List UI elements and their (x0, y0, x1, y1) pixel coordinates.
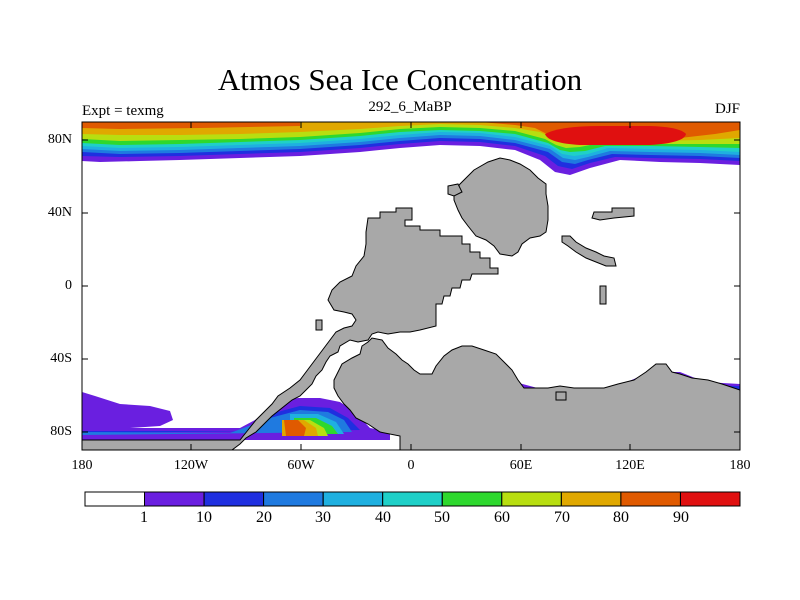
x-tick-label: 60W (287, 458, 315, 473)
colorbar-label: 1 (140, 509, 148, 526)
colorbar-label: 40 (375, 509, 391, 526)
x-tick-label: 120E (615, 458, 645, 473)
colorbar (84, 491, 741, 507)
season-label: DJF (714, 101, 740, 117)
y-tick-label: 40S (50, 351, 72, 366)
x-tick-label: 120W (173, 458, 209, 473)
y-tick-label: 80N (47, 132, 72, 147)
x-tick-label: 180 (71, 458, 93, 473)
y-tick-label: 40N (47, 205, 72, 220)
y-tick-label: 0 (65, 278, 72, 293)
colorbar-label: 50 (434, 509, 450, 526)
colorbar-label: 80 (613, 509, 629, 526)
x-tick-label: 60E (509, 458, 533, 473)
colorbar-label: 70 (554, 509, 570, 526)
colorbar-swatch (84, 491, 145, 507)
x-tick-label: 0 (407, 458, 415, 473)
colorbar-label: 30 (315, 509, 331, 526)
colorbar-swatch (144, 491, 205, 507)
axis-ticks (82, 122, 740, 450)
colorbar-swatch (263, 491, 324, 507)
colorbar-label: 10 (196, 509, 212, 526)
colorbar-label: 60 (494, 509, 510, 526)
colorbar-swatch (560, 491, 622, 507)
land-eurasia-africa (453, 157, 549, 257)
colorbar-swatch (203, 491, 265, 507)
experiment-label: Expt = texmg (82, 103, 164, 119)
period-label: 292_6_MaBP (368, 99, 452, 115)
land-island-2 (315, 319, 323, 331)
colorbar-swatch (441, 491, 503, 507)
x-tick-label: 180 (729, 458, 751, 473)
land-island-3 (555, 391, 567, 401)
colorbar-swatch (620, 491, 681, 507)
y-tick-label: 80S (50, 424, 72, 439)
map-title: Atmos Sea Ice Concentration (217, 62, 583, 97)
colorbar-swatch (680, 491, 741, 507)
land-peninsula (447, 183, 463, 197)
land-masses (82, 157, 740, 450)
land-southeast-asia (561, 235, 617, 267)
colorbar-label: 90 (673, 509, 689, 526)
land-island (599, 285, 607, 305)
colorbar-swatch (322, 491, 384, 507)
colorbar-swatch (382, 491, 443, 507)
colorbar-swatch (501, 491, 562, 507)
colorbar-label: 20 (256, 509, 272, 526)
land-east-asia (591, 207, 635, 221)
land-americas (82, 207, 740, 450)
map-area (82, 122, 740, 450)
